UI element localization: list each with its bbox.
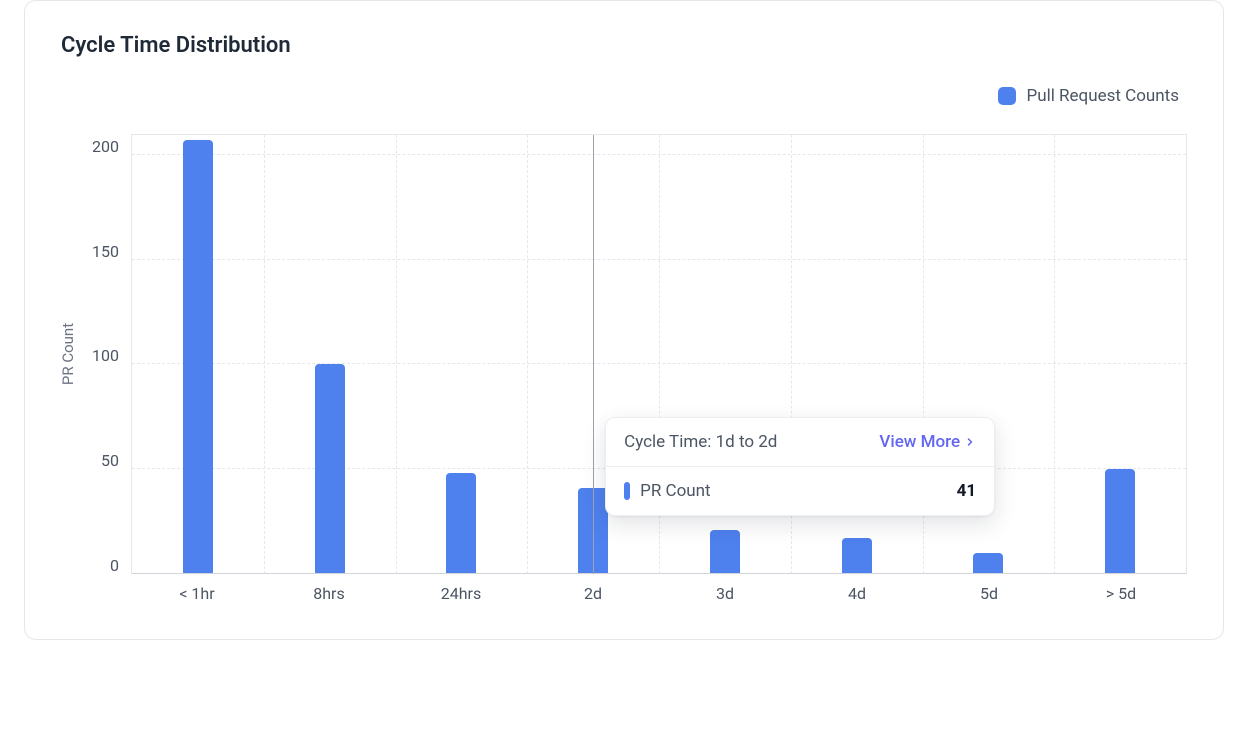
card-title: Cycle Time Distribution (61, 33, 1187, 58)
x-tick: 4d (791, 584, 923, 603)
bar[interactable] (315, 364, 345, 574)
x-tick: 2d (527, 584, 659, 603)
bar[interactable] (183, 140, 213, 574)
x-tick: > 5d (1055, 584, 1187, 603)
legend-swatch (998, 87, 1016, 105)
x-tick: 8hrs (263, 584, 395, 603)
bar[interactable] (973, 553, 1003, 574)
gridline-v (264, 135, 265, 574)
plot-region[interactable]: Cycle Time: 1d to 2d View More PR Count 41 (131, 134, 1187, 574)
tooltip-body: PR Count 41 (606, 467, 994, 515)
bar[interactable] (710, 530, 740, 574)
x-tick: < 1hr (131, 584, 263, 603)
x-axis: < 1hr8hrs24hrs2d3d4d5d> 5d (131, 584, 1187, 603)
tooltip-value: 41 (957, 481, 977, 501)
chart-area: PR Count 200150100500 Cycle Time: 1d to … (61, 134, 1187, 574)
chevron-right-icon (964, 436, 976, 448)
y-axis: 200150100500 (61, 134, 131, 574)
gridline-v (396, 135, 397, 574)
tooltip: Cycle Time: 1d to 2d View More PR Count 41 (605, 417, 995, 516)
tooltip-series: PR Count (624, 481, 711, 501)
bar[interactable] (446, 473, 476, 574)
x-tick: 24hrs (395, 584, 527, 603)
tooltip-title: Cycle Time: 1d to 2d (624, 432, 777, 452)
baseline (132, 573, 1186, 574)
bar[interactable] (842, 538, 872, 574)
view-more-link[interactable]: View More (879, 432, 976, 452)
tooltip-series-label: PR Count (640, 481, 711, 501)
hover-guideline (593, 135, 594, 574)
gridline-v (527, 135, 528, 574)
x-tick: 3d (659, 584, 791, 603)
chart-card: Cycle Time Distribution Pull Request Cou… (24, 0, 1224, 640)
series-marker (624, 482, 630, 500)
legend-label: Pull Request Counts (1026, 86, 1179, 106)
tooltip-header: Cycle Time: 1d to 2d View More (606, 418, 994, 467)
legend: Pull Request Counts (61, 86, 1187, 106)
gridline-v (1054, 135, 1055, 574)
x-tick: 5d (923, 584, 1055, 603)
bar[interactable] (1105, 469, 1135, 574)
